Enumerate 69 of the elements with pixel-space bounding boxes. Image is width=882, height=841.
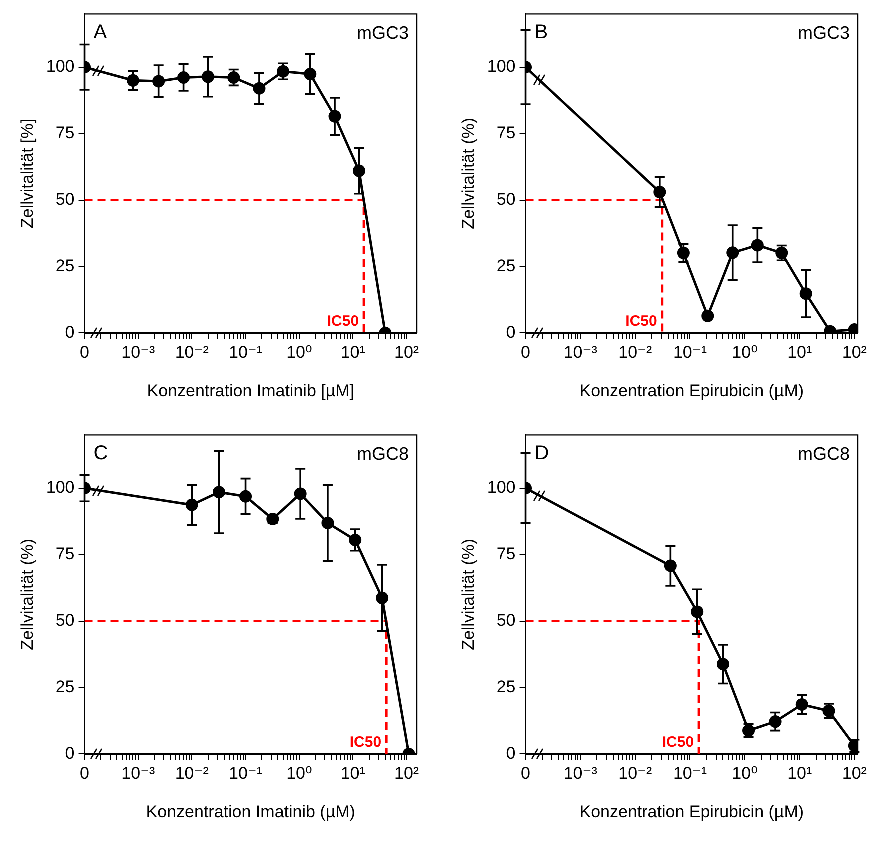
text: mGC8 <box>798 444 850 464</box>
y-tick-label: 25 <box>56 677 75 696</box>
annotation: IC50 <box>350 734 382 751</box>
y-axis-title: Zellvitalität (%) <box>18 538 37 650</box>
y-tick-label: 0 <box>506 322 516 342</box>
x-tick-label: 10² <box>394 764 420 784</box>
x-tick-label: 10⁰ <box>732 764 758 784</box>
x-tick-label: 10⁻² <box>618 764 653 784</box>
x-tick-label: 10² <box>842 764 868 784</box>
y-tick-label: 50 <box>56 190 75 209</box>
x-tick-label: 10⁻² <box>175 343 210 362</box>
y-tick-label: 25 <box>56 256 75 276</box>
y-tick-label: 100 <box>46 478 75 498</box>
y-tick-label: 25 <box>496 256 516 276</box>
annotation: IC50 <box>662 734 694 751</box>
y-tick-label: 50 <box>56 610 75 630</box>
text: mGC8 <box>356 444 409 464</box>
x-tick-label: 10⁻³ <box>122 343 156 362</box>
chart-title: D <box>534 442 550 465</box>
annotation: IC50 <box>327 312 360 330</box>
x-tick-label: 10⁰ <box>732 343 758 362</box>
text: mGC3 <box>356 23 409 44</box>
y-tick-label: 75 <box>56 124 75 143</box>
x-axis-title: Konzentration Epirubicin (µM) <box>580 381 804 400</box>
x-tick-label: 10² <box>394 343 420 362</box>
x-tick-label: 10⁻³ <box>564 764 598 784</box>
y-tick-label: 75 <box>56 544 75 564</box>
y-tick-label: 100 <box>487 478 516 498</box>
chart-title: B <box>534 22 548 44</box>
y-tick-label: 100 <box>46 57 75 76</box>
x-tick-label: 10⁻² <box>618 343 653 362</box>
text: mGC3 <box>798 23 850 44</box>
y-tick-label: 0 <box>506 744 516 763</box>
x-tick-label: 10⁻² <box>175 764 210 784</box>
x-tick-label: 0 <box>80 764 90 784</box>
y-tick-label: 75 <box>496 544 516 564</box>
annotation: IC50 <box>626 312 658 330</box>
y-axis-title: Zellvitalität [%] <box>18 118 37 228</box>
chart-title: C <box>94 442 108 465</box>
x-tick-label: 10⁻¹ <box>673 764 708 784</box>
x-axis-title: Konzentration Imatinib (µM) <box>146 802 356 822</box>
y-tick-label: 75 <box>496 124 516 143</box>
x-tick-label: 10⁻³ <box>564 343 598 362</box>
y-tick-label: 0 <box>65 322 75 342</box>
y-axis-title: Zellvitalität (%) <box>458 538 478 650</box>
x-tick-label: 10⁰ <box>286 343 312 362</box>
y-tick-label: 50 <box>496 610 516 630</box>
x-tick-label: 10⁻¹ <box>229 764 263 784</box>
x-tick-label: 10¹ <box>788 343 812 362</box>
x-axis-title: Konzentration Imatinib [µM] <box>147 381 355 400</box>
x-tick-label: 10⁻¹ <box>673 343 708 362</box>
x-tick-label: 10¹ <box>788 764 812 784</box>
y-axis-title: Zellvitalität (%) <box>458 118 478 230</box>
x-tick-label: 10² <box>842 343 868 362</box>
y-tick-label: 25 <box>496 677 516 696</box>
x-tick-label: 10¹ <box>340 343 366 362</box>
x-tick-label: 0 <box>521 764 530 784</box>
y-tick-label: 0 <box>65 744 75 763</box>
point <box>702 310 714 322</box>
y-tick-label: 50 <box>496 190 516 209</box>
x-tick-label: 10⁰ <box>286 764 312 784</box>
chart-title: A <box>94 22 108 44</box>
x-tick-label: 10¹ <box>340 764 366 784</box>
x-tick-label: 0 <box>521 343 530 362</box>
y-tick-label: 100 <box>487 57 516 76</box>
x-tick-label: 0 <box>80 343 90 362</box>
x-axis-title: Konzentration Epirubicin (µM) <box>580 802 804 822</box>
x-tick-label: 10⁻³ <box>122 764 156 784</box>
x-tick-label: 10⁻¹ <box>229 343 263 362</box>
